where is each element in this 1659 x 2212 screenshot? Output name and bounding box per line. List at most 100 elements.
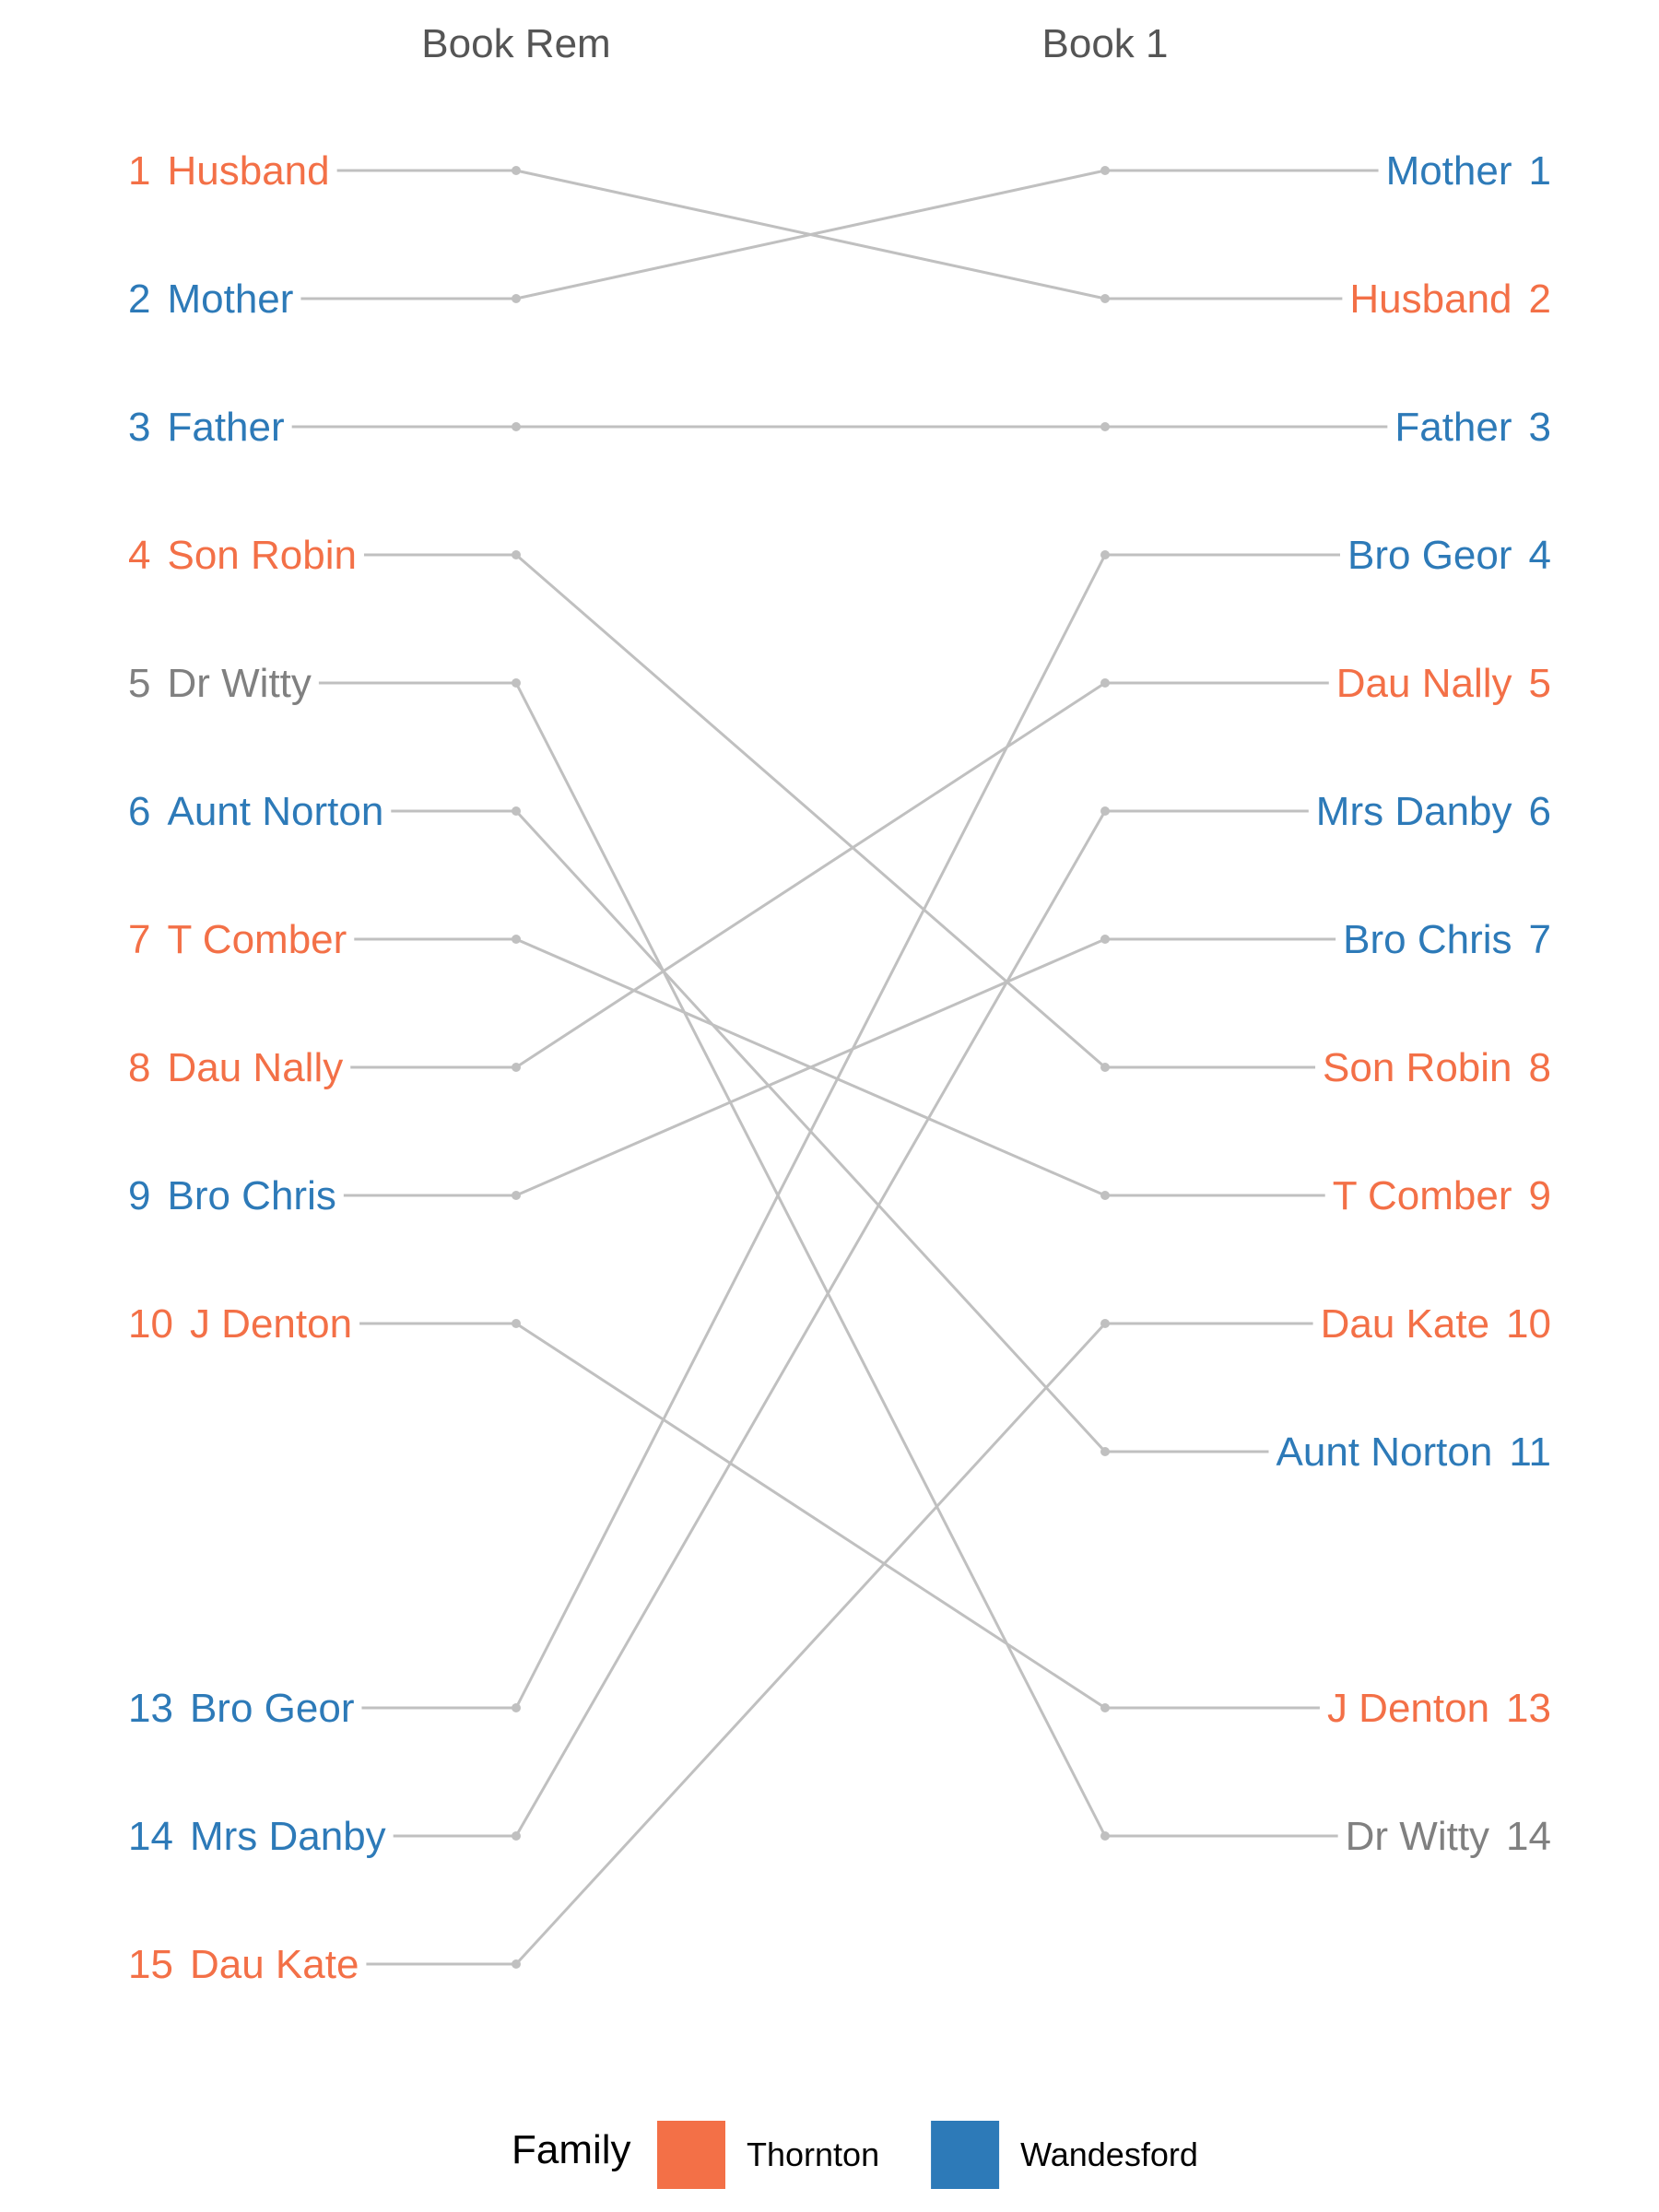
right-name: Dau Kate [1321,1301,1489,1347]
connector-mrs-danby [514,810,1107,1837]
connector-lines [291,166,1388,1969]
left-name: Bro Geor [190,1686,355,1731]
right-rank: 11 [1509,1430,1551,1475]
right-rank: 1 [1529,148,1551,194]
left-name: Dau Kate [190,1942,359,1987]
point-left-bro-geor [512,1703,521,1712]
point-left-father [512,422,521,431]
point-left-husband [512,166,521,175]
right-name: J Denton [1327,1686,1489,1731]
left-rank: 7 [128,917,150,962]
right-name: Bro Chris [1343,917,1512,962]
left-label-j-denton: 10 J Denton [128,1301,352,1347]
point-left-mrs-danby [512,1831,521,1841]
left-label-mrs-danby: 14 Mrs Danby [128,1814,386,1859]
point-left-t-comber [512,935,521,944]
left-rank: 4 [128,533,150,578]
point-right-mrs-danby [1100,806,1110,816]
point-right-husband [1100,294,1110,303]
right-label-dr-witty: Dr Witty 14 [1346,1814,1551,1859]
connector-dau-nally [515,681,1106,1069]
left-label-dr-witty: 5 Dr Witty [128,661,312,706]
right-name: Son Robin [1323,1045,1512,1090]
connector-dau-kate [514,1322,1107,1966]
right-name: Dr Witty [1346,1814,1489,1859]
left-rank: 5 [128,661,150,706]
point-right-dr-witty [1100,1831,1110,1841]
right-label-dau-kate: Dau Kate 10 [1321,1301,1551,1347]
right-name: Father [1394,405,1512,450]
right-labels: Husband 2 Mother 1 Father 3 Son Robin 8 Dr Witty… [1277,148,1552,1859]
right-label-bro-geor: Bro Geor 4 [1347,533,1551,578]
right-label-son-robin: Son Robin 8 [1323,1045,1551,1090]
right-label-bro-chris: Bro Chris 7 [1343,917,1551,962]
right-rank: 14 [1506,1814,1551,1859]
right-rank: 3 [1529,405,1551,450]
point-left-dr-witty [512,678,521,688]
left-rank: 15 [128,1942,173,1987]
point-right-son-robin [1100,1063,1110,1072]
point-left-mother [512,294,521,303]
right-label-dau-nally: Dau Nally 5 [1336,661,1551,706]
point-left-son-robin [512,550,521,559]
right-rank: 5 [1529,661,1551,706]
point-right-mother [1100,166,1110,175]
right-name: Bro Geor [1347,533,1512,578]
point-left-j-denton [512,1319,521,1328]
right-label-t-comber: T Comber 9 [1333,1173,1551,1218]
point-right-dau-nally [1100,678,1110,688]
point-left-dau-nally [512,1063,521,1072]
right-name: Mother [1386,148,1512,194]
left-rank: 2 [128,276,150,322]
point-right-aunt-norton [1100,1447,1110,1456]
point-right-bro-chris [1100,935,1110,944]
left-labels: 1 Husband 2 Mother 3 Father 4 Son Robin 5 Dr Witt… [128,148,386,1987]
right-name: T Comber [1333,1173,1512,1218]
legend-swatch-wandesford [931,2121,1000,2189]
point-right-j-denton [1100,1703,1110,1712]
left-name: Mother [167,276,293,322]
left-rank: 13 [128,1686,173,1731]
left-label-son-robin: 4 Son Robin [128,533,357,578]
left-name: Dau Nally [167,1045,343,1090]
right-label-aunt-norton: Aunt Norton 11 [1277,1430,1552,1475]
right-rank: 4 [1529,533,1551,578]
right-rank: 10 [1506,1301,1551,1347]
left-rank: 1 [128,148,150,194]
right-label-j-denton: J Denton 13 [1327,1686,1551,1731]
left-rank: 14 [128,1814,173,1859]
legend-title: Family [512,2127,631,2172]
point-right-dau-kate [1100,1319,1110,1328]
point-left-dau-kate [512,1959,521,1969]
column-title-right: Book 1 [1042,21,1169,66]
left-label-mother: 2 Mother [128,276,293,322]
point-left-aunt-norton [512,806,521,816]
left-name: J Denton [190,1301,352,1347]
legend: Family Thornton Wandesford [512,2121,1198,2189]
right-rank: 6 [1529,789,1551,834]
connector-son-robin [515,553,1106,1069]
right-label-mother: Mother 1 [1386,148,1551,194]
left-name: Bro Chris [167,1173,335,1218]
column-titles: Book Rem Book 1 [421,21,1168,66]
left-label-dau-kate: 15 Dau Kate [128,1942,359,1987]
left-label-bro-chris: 9 Bro Chris [128,1173,336,1218]
point-right-bro-geor [1100,550,1110,559]
right-name: Mrs Danby [1316,789,1512,834]
left-name: Husband [167,148,329,194]
legend-label-thornton: Thornton [747,2136,879,2173]
connector-mother [515,169,1106,300]
left-name: Son Robin [167,533,356,578]
right-rank: 8 [1529,1045,1551,1090]
connector-bro-geor [514,554,1107,1709]
right-rank: 9 [1529,1173,1551,1218]
left-rank: 6 [128,789,150,834]
left-label-aunt-norton: 6 Aunt Norton [128,789,383,834]
legend-label-wandesford: Wandesford [1020,2136,1198,2173]
left-rank: 8 [128,1045,150,1090]
right-label-husband: Husband 2 [1349,276,1551,322]
left-name: Dr Witty [167,661,311,706]
left-rank: 9 [128,1173,150,1218]
left-rank: 3 [128,405,150,450]
connector-dr-witty [514,682,1107,1837]
